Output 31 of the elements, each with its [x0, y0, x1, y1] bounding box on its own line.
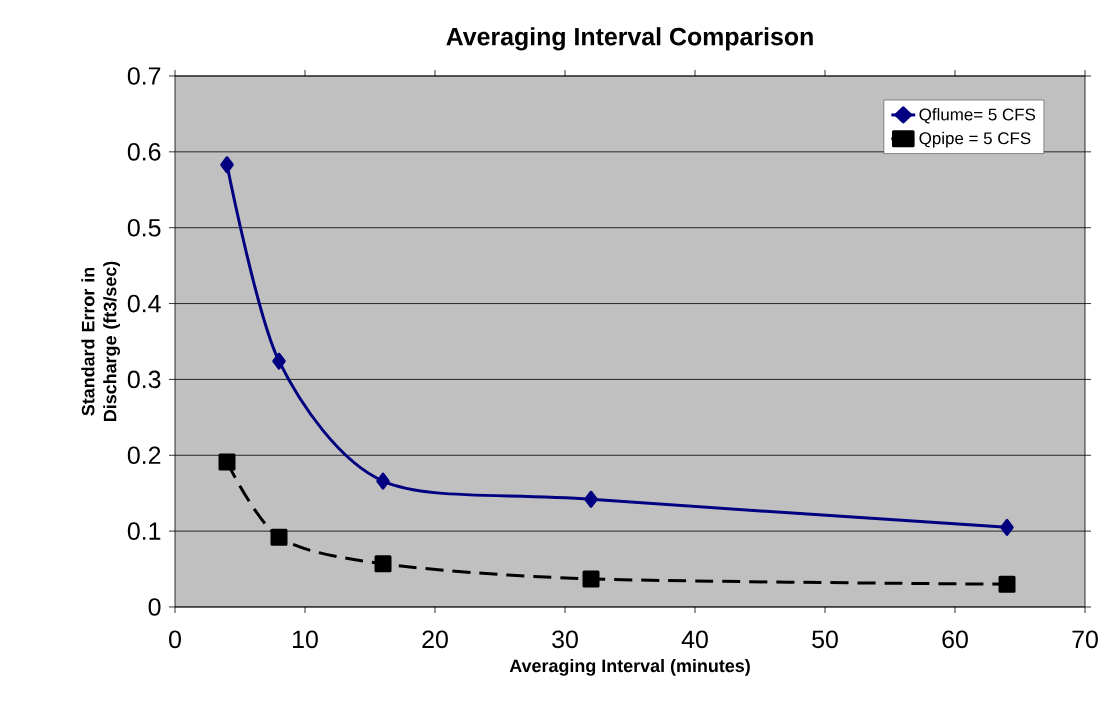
x-tick-label: 40: [681, 630, 708, 649]
x-tick-label: 70: [1072, 630, 1098, 649]
point: [218, 453, 236, 471]
x-axis-title: Averaging Interval (minutes): [509, 658, 750, 676]
y-tick-label: 0.3: [127, 370, 161, 389]
point: [272, 352, 286, 370]
point: [998, 575, 1016, 593]
y-tick-label: 0.4: [127, 294, 161, 313]
point: [270, 528, 288, 546]
x-tick-label: 0: [169, 630, 181, 649]
x-tick-label: 20: [422, 630, 448, 649]
y-tick-label: 0.6: [127, 143, 161, 161]
point: [376, 472, 390, 490]
point: [374, 555, 392, 573]
point: [582, 570, 600, 588]
y-tick-label: 0: [148, 598, 161, 616]
y-axis-title: Standard Error in Discharge (ft3/sec): [81, 261, 121, 422]
point: [1000, 518, 1014, 536]
point: [584, 490, 598, 508]
y-tick-label: 0.2: [127, 446, 161, 465]
y-tick-label: 0.7: [127, 67, 161, 85]
x-tick-label: 10: [293, 630, 318, 649]
x-tick-label: 60: [942, 630, 968, 649]
legend-label: Qflume= 5 CFS: [919, 108, 1036, 124]
point: [220, 156, 234, 174]
chart-title: Averaging Interval Comparison: [446, 27, 813, 51]
y-tick-label: 0.1: [127, 522, 161, 540]
x-tick-label: 50: [812, 630, 838, 649]
x-tick-label: 30: [552, 630, 578, 649]
legend-label: Qpipe = 5 CFS: [919, 131, 1031, 148]
y-tick-label: 0.5: [127, 218, 161, 237]
